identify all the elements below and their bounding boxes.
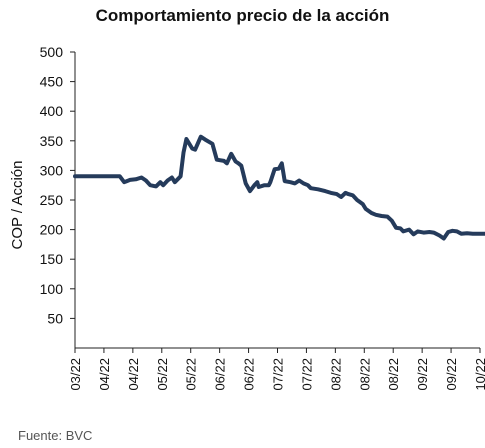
chart-title: Comportamiento precio de la acción [95,6,390,25]
x-tick-label: 07/22 [299,358,314,391]
x-tick-label: 06/22 [242,358,257,391]
x-tick-label: 07/22 [271,358,286,391]
x-axis-ticks: 03/22 04/22 04/22 05/22 05/22 06/22 06/22 07/22… [68,348,485,391]
y-tick-label: 500 [40,44,64,60]
y-tick-label: 450 [40,74,64,90]
x-tick-label: 04/22 [126,358,141,391]
series-layer [73,134,485,241]
x-tick-label: 05/22 [184,358,199,391]
x-tick-label: 06/22 [213,358,228,391]
x-tick-label: 08/22 [357,358,372,391]
y-tick-label: 100 [40,281,64,297]
x-tick-label: 08/22 [328,358,343,391]
chart-axes [74,52,480,349]
y-tick-label: 400 [40,103,64,119]
x-tick-label: 03/22 [68,358,83,391]
y-tick-label: 200 [40,222,64,238]
y-axis-ticks: 50 100 150 200 250 300 350 400 450 500 [40,44,75,326]
x-tick-label: 09/22 [415,358,430,391]
x-tick-label: 05/22 [155,358,170,391]
price-line [73,134,485,241]
y-axis-label: COP / Acción [9,161,26,250]
y-tick-label: 300 [40,162,64,178]
y-tick-label: 150 [40,251,64,267]
x-tick-label: 10/22 [473,358,485,391]
y-tick-label: 250 [40,192,64,208]
y-tick-label: 350 [40,133,64,149]
x-tick-label: 09/22 [444,358,459,391]
x-tick-label: 04/22 [97,358,112,391]
source-note: Fuente: BVC [18,428,93,443]
y-tick-label: 50 [47,310,63,326]
x-tick-label: 08/22 [386,358,401,391]
